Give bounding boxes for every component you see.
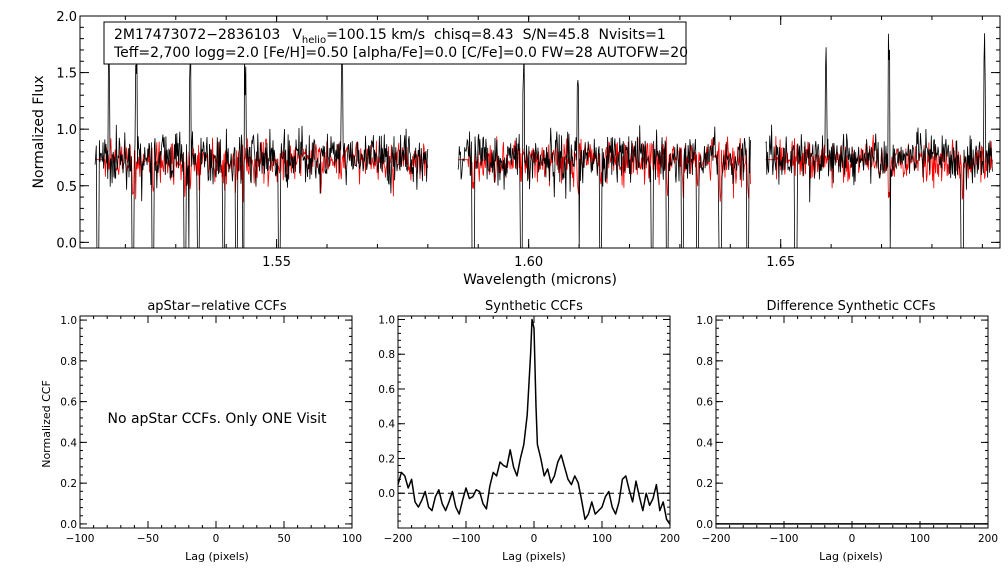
spectrum-xtick-label: 1.65 — [766, 255, 795, 270]
spectrum-panel: 1.55 1.60 1.65 0.0 0.5 1.0 1.5 2.0 2M17473072−2… — [31, 10, 1001, 288]
apstar-ccf-ytick-label: 1.0 — [60, 315, 77, 327]
spectrum-observed-line — [94, 39, 429, 249]
spectrum-ylabel: Normalized Flux — [31, 76, 47, 189]
vhelio-value: =100.15 km/s — [326, 27, 425, 43]
vhelio-subscript: helio — [302, 35, 326, 46]
spectrum-plot-area — [94, 33, 993, 249]
apstar-ccf-ytick-label: 0.6 — [60, 397, 77, 409]
difference-ccf-xtick-label: 200 — [978, 533, 998, 545]
synthetic-ccf-ytick-label: 0.4 — [378, 419, 395, 431]
difference-ccf-ticks: −200 −100 0 100 200 0.0 0.2 0.4 0.6 0.8 1.0 — [696, 315, 998, 545]
difference-ccf-ytick-label: 0.4 — [696, 437, 713, 449]
apstar-ccf-ytick-label: 0.4 — [60, 437, 77, 449]
spectrum-info-line1: 2M17473072−2836103 Vhelio=100.15 km/s chis… — [114, 27, 666, 46]
spectrum-observed-line — [457, 44, 751, 249]
spectrum-ticks: 1.55 1.60 1.65 0.0 0.5 1.0 1.5 2.0 — [56, 10, 1000, 270]
apstar-ccf-ytick-label: 0.2 — [60, 478, 77, 490]
synthetic-ccf-xtick-label: 0 — [531, 533, 538, 545]
apstar-ccf-xtick-label: 50 — [277, 533, 290, 545]
spectrum-info-line2: Teff=2,700 logg=2.0 [Fe/H]=0.50 [alpha/F… — [113, 45, 688, 61]
synthetic-ccf-ticks: −200 −100 0 100 200 0.0 0.2 0.4 0.6 0.8 1.0 — [378, 314, 680, 545]
difference-ccf-ytick-label: 1.0 — [696, 315, 713, 327]
apstar-ccf-panel: apStar−relative CCFs −100 −50 0 50 100 0.0 0.2… — [40, 299, 362, 563]
synthetic-ccf-title: Synthetic CCFs — [485, 299, 583, 314]
synthetic-ccf-xtick-label: 200 — [660, 533, 680, 545]
spectrum-xtick-label: 1.55 — [262, 255, 291, 270]
spectrum-xtick-label: 1.60 — [514, 255, 543, 270]
synthetic-ccf-ytick-label: 0.0 — [378, 488, 395, 500]
apstar-ccf-xtick-label: −100 — [66, 533, 95, 545]
difference-ccf-ytick-label: 0.6 — [696, 397, 713, 409]
synthetic-ccf-plot-area — [397, 318, 671, 525]
apstar-ccf-ylabel: Normalized CCF — [40, 380, 53, 468]
synthetic-ccf-ytick-label: 0.2 — [378, 453, 395, 465]
apstar-ccf-ytick-label: 0.8 — [60, 356, 77, 368]
difference-ccf-xtick-label: −100 — [770, 533, 799, 545]
synthetic-ccf-xtick-label: −200 — [384, 533, 413, 545]
synthetic-ccf-ytick-label: 1.0 — [378, 314, 395, 326]
vhelio-symbol: V — [292, 27, 302, 43]
apstar-ccf-ytick-label: 0.0 — [60, 519, 77, 531]
spectrum-observed-line — [765, 33, 993, 249]
spectrum-ytick-label: 2.0 — [56, 10, 77, 25]
synthetic-ccf-xtick-label: −100 — [452, 533, 481, 545]
synthetic-ccf-ytick-label: 0.8 — [378, 349, 395, 361]
difference-ccf-xlabel: Lag (pixels) — [819, 550, 883, 563]
apstar-ccf-xtick-label: 100 — [342, 533, 362, 545]
synthetic-ccf-xtick-label: 100 — [592, 533, 612, 545]
apstar-ccf-ticks: −100 −50 0 50 100 0.0 0.2 0.4 0.6 0.8 1.0 — [60, 315, 362, 545]
chisq-value: chisq=8.43 — [434, 27, 514, 43]
spectrum-ytick-label: 0.0 — [56, 236, 77, 251]
synthetic-ccf-xlabel: Lag (pixels) — [502, 550, 566, 563]
difference-ccf-xtick-label: 100 — [910, 533, 930, 545]
spectrum-xlabel: Wavelength (microns) — [463, 272, 617, 288]
synthetic-ccf-ytick-label: 0.6 — [378, 384, 395, 396]
synthetic-ccf-line — [397, 318, 671, 525]
difference-ccf-xtick-label: −200 — [702, 533, 731, 545]
apstar-ccf-xlabel: Lag (pixels) — [185, 550, 249, 563]
difference-ccf-ytick-label: 0.0 — [696, 519, 713, 531]
difference-ccf-title: Difference Synthetic CCFs — [766, 299, 935, 314]
spectrum-ytick-label: 1.0 — [56, 123, 77, 138]
apstar-ccf-xtick-label: −50 — [137, 533, 159, 545]
synthetic-ccf-panel: Synthetic CCFs −200 −100 0 100 200 0.0 0.2 0.4 0… — [378, 299, 680, 563]
apstar-ccf-note: No apStar CCFs. Only ONE Visit — [107, 411, 327, 427]
nvisits-value: Nvisits=1 — [599, 27, 666, 43]
difference-ccf-panel: Difference Synthetic CCFs −200 −100 0 100 20… — [696, 299, 998, 563]
difference-ccf-ytick-label: 0.8 — [696, 356, 713, 368]
apstar-ccf-xtick-label: 0 — [213, 533, 220, 545]
spectrum-info-box — [103, 21, 687, 65]
apstar-ccf-title: apStar−relative CCFs — [147, 299, 287, 314]
spectrum-ytick-label: 1.5 — [56, 67, 77, 82]
difference-ccf-ytick-label: 0.2 — [696, 478, 713, 490]
spectrum-ytick-label: 0.5 — [56, 180, 77, 195]
snr-value: S/N=45.8 — [523, 27, 590, 43]
star-id: 2M17473072−2836103 — [114, 27, 280, 43]
spectrum-observed-series — [94, 33, 993, 249]
difference-ccf-xtick-label: 0 — [849, 533, 856, 545]
spectrum-frame — [79, 15, 1001, 249]
